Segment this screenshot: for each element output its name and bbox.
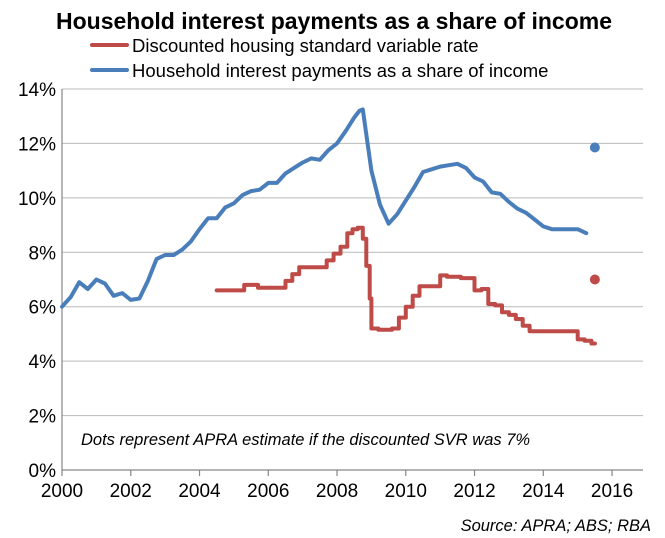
series-lines [60, 107, 597, 346]
y-tick-label: 6% [29, 298, 57, 319]
legend-label-svr: Discounted housing standard variable rat… [132, 35, 479, 56]
x-tick-label: 2012 [453, 481, 495, 502]
y-tick-label: 8% [29, 243, 57, 264]
x-tick-label: 2016 [591, 481, 633, 502]
y-tick-label: 0% [29, 461, 57, 482]
chart-note: Dots represent APRA estimate if the disc… [81, 431, 530, 449]
source-note: Source: APRA; ABS; RBA [461, 517, 651, 535]
y-tick-label: 12% [18, 134, 56, 155]
y-tick-label: 2% [29, 407, 57, 428]
series-line-interest [60, 107, 589, 309]
gridlines [62, 88, 643, 417]
axes: 0% 2% 4% 6% 8% 10% 12% 14% 2000 2002 2004 2006 2008 2… [18, 80, 643, 502]
y-tick-label: 10% [18, 189, 56, 210]
legend: Discounted housing standard variable rat… [90, 35, 548, 81]
y-tick-label: 4% [29, 352, 57, 373]
estimate-dot-interest [589, 142, 600, 153]
x-tick-label: 2014 [522, 481, 565, 502]
chart-title: Household interest payments as a share o… [56, 8, 612, 34]
x-tick-label: 2006 [247, 481, 289, 502]
x-tick-label: 2010 [385, 481, 427, 502]
x-tick-label: 2008 [316, 481, 358, 502]
estimate-dots [589, 142, 600, 285]
estimate-dot-svr [589, 274, 600, 285]
x-tick-label: 2004 [178, 481, 221, 502]
y-tick-label: 14% [18, 80, 56, 101]
x-tick-label: 2002 [110, 481, 152, 502]
x-tick-label: 2000 [41, 481, 83, 502]
series-line-svr [214, 225, 597, 346]
legend-label-interest: Household interest payments as a share o… [132, 60, 548, 81]
